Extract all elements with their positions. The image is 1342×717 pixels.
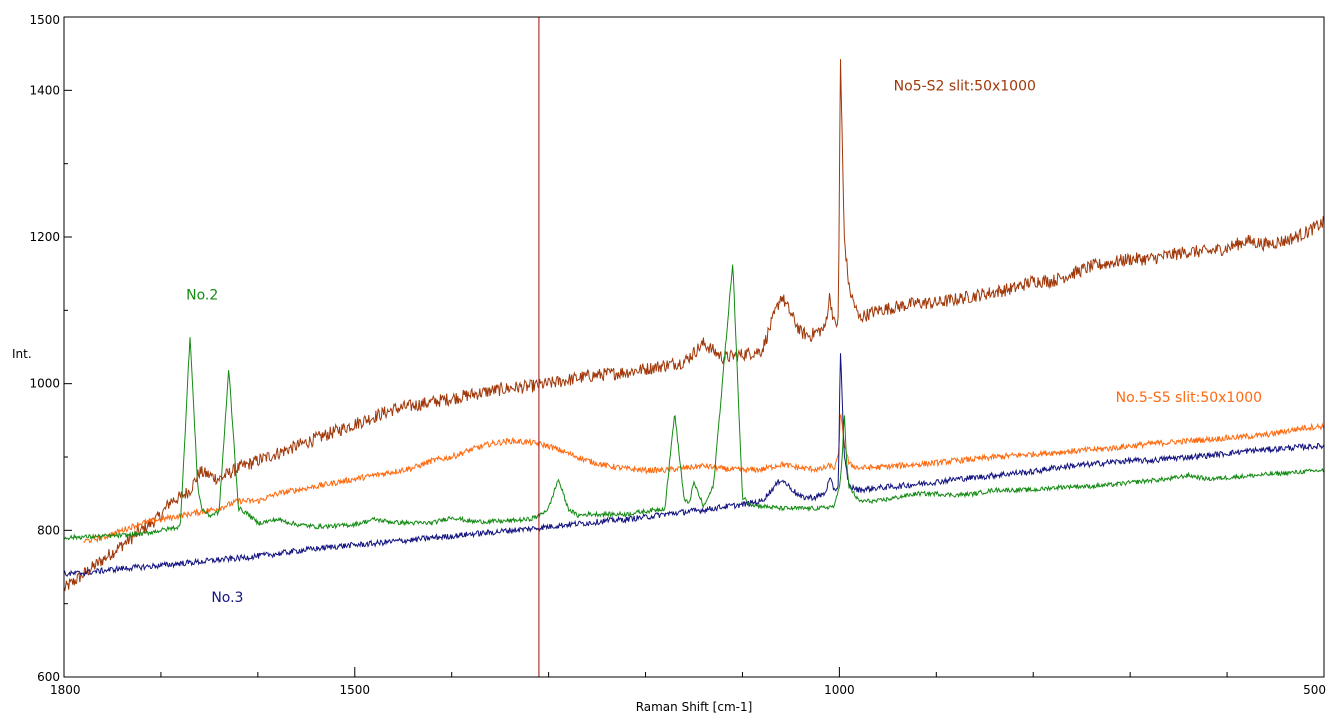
y-axis-title: Int. <box>12 347 32 361</box>
y-tick-label: 600 <box>37 670 60 684</box>
series-label: No5-S2 slit:50x1000 <box>894 78 1036 94</box>
series-line-4 <box>63 264 1325 541</box>
series-line-3 <box>63 353 1325 577</box>
y-tick-label: 800 <box>37 523 60 537</box>
y-tick-label: 1400 <box>29 83 60 97</box>
x-tick-label: 500 <box>1303 683 1326 697</box>
series-line-2 <box>83 413 1325 544</box>
x-axis-title: Raman Shift [cm-1] <box>636 700 753 714</box>
y-tick-label: 1500 <box>29 13 60 27</box>
y-tick-label: 1000 <box>29 377 60 391</box>
x-tick-label: 1500 <box>339 683 370 697</box>
series-label: No.5-S5 slit:50x1000 <box>1116 390 1262 406</box>
x-tick-label: 1800 <box>50 683 81 697</box>
y-tick-label: 1200 <box>29 230 60 244</box>
plot-frame <box>63 16 1325 678</box>
series-label: No.2 <box>186 287 218 303</box>
series-line-1 <box>63 59 1325 592</box>
series-group <box>63 59 1325 592</box>
ticks-group: 1800 1500 1000 500 600 800 1000 1200 1400 1500 <box>29 13 1326 697</box>
annotations-group: No5-S2 slit:50x1000 No.5-S5 slit:50x1000 N… <box>186 78 1262 606</box>
series-label: No.3 <box>211 590 243 606</box>
x-tick-label: 1000 <box>824 683 855 697</box>
